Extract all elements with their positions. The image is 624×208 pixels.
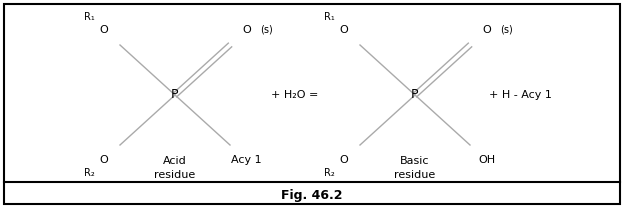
Text: R₂: R₂ (84, 167, 95, 177)
Text: + H - Acy 1: + H - Acy 1 (489, 90, 552, 100)
Text: Acy 1: Acy 1 (231, 155, 262, 165)
Text: O: O (242, 25, 251, 35)
Text: Basic
residue: Basic residue (394, 156, 436, 180)
Text: (s): (s) (260, 25, 273, 35)
Text: O: O (339, 25, 348, 35)
Text: O: O (339, 155, 348, 165)
Text: P: P (411, 88, 419, 102)
Text: + H₂O =: + H₂O = (271, 90, 319, 100)
Text: Acid
residue: Acid residue (154, 156, 196, 180)
Text: R₂: R₂ (324, 167, 335, 177)
Text: O: O (99, 25, 108, 35)
Text: (s): (s) (500, 25, 514, 35)
Text: R₁: R₁ (324, 12, 335, 22)
Text: Fig. 46.2: Fig. 46.2 (281, 188, 343, 202)
Text: OH: OH (478, 155, 495, 165)
Text: R₁: R₁ (84, 12, 95, 22)
Text: O: O (99, 155, 108, 165)
Text: P: P (171, 88, 178, 102)
Text: O: O (482, 25, 491, 35)
